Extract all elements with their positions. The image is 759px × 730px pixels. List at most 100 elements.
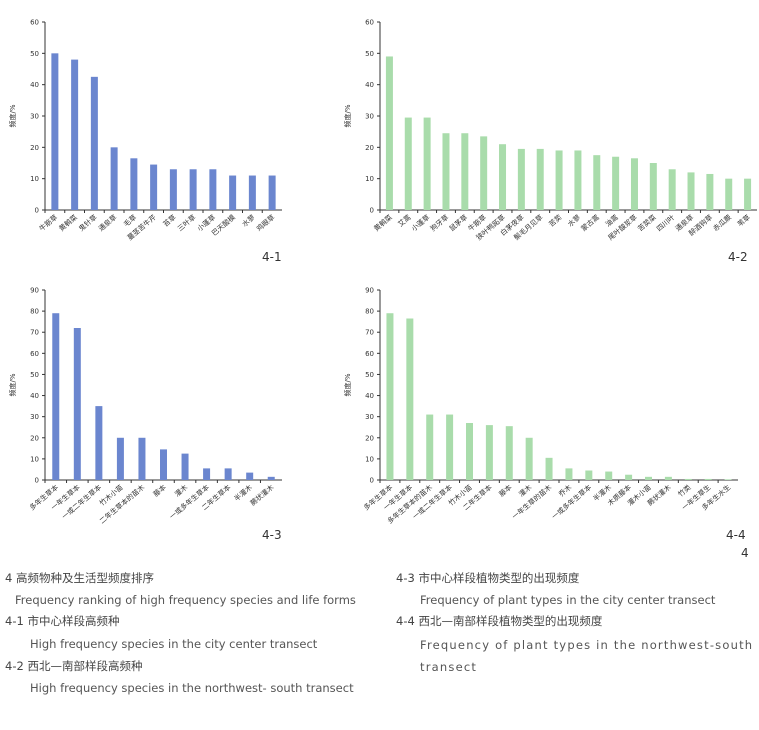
bar [130,158,138,210]
bar [725,178,733,210]
bar [116,437,124,480]
bar [229,175,237,210]
bar [505,426,513,480]
x-tick-label: 蒙古蒿 [579,213,601,233]
bar [664,476,672,480]
y-tick-label: 50 [365,50,374,58]
x-tick-label: 藤本 [497,483,514,499]
chart-4-2: 频度/% 0 10 20 30 40 50 60 黄鹌菜 艾蒿 小蓬草 狗牙草 鼠茅草 牛筋草 狭叶鸭跖草白… [343,0,759,280]
y-tick-label: 40 [365,81,374,89]
bar [485,425,493,480]
bar [138,437,146,480]
x-tick-label: 通泉草 [97,213,119,233]
bar [267,476,275,480]
bar [593,155,601,210]
y-tick-label: 10 [30,455,39,463]
y-tick-label: 0 [35,207,39,215]
bar [744,178,752,210]
caption-4-en: Frequency ranking of high frequency spec… [15,593,356,607]
x-tick-label: 灌木 [173,483,190,499]
x-tick-label: 牛筋草 [37,213,59,233]
y-tick-label: 60 [365,350,374,358]
bar [203,468,211,480]
bar [545,457,553,480]
y-tick-label: 30 [30,113,39,121]
y-tick-label: 30 [365,413,374,421]
y-tick-label: 0 [370,207,374,215]
bar [423,117,431,210]
bar [625,474,633,480]
x-tick-label: 苔草 [161,213,178,229]
bar [461,133,469,210]
bar [426,414,434,480]
bar [574,150,582,210]
caption-4-4-cn: 4-4 西北—南部样段植物类型的出现频度 [396,614,603,628]
bar [612,156,620,210]
x-tick-label: 狗牙草 [428,213,450,233]
bar [209,169,217,210]
panel-label-4-2: 4-2 [728,250,748,264]
caption-4-2-en: High frequency species in the northwest-… [30,681,354,695]
caption-4-1-en: High frequency species in the city cente… [30,637,318,651]
y-tick-label: 20 [365,144,374,152]
bar [248,175,256,210]
x-tick-label: 赤瓜蕨 [711,213,733,233]
bar [446,414,454,480]
x-tick-label: 苦荬菜 [636,213,658,233]
x-tick-label: 乔木 [557,483,574,499]
x-tick-label: 鼠茅草 [447,213,469,233]
x-tick-label: 鬼针草 [77,213,99,233]
chart-4-3-svg: 频度/%0102030405060708090多年生草本一年生草本一或二年生草本… [8,287,282,526]
bar [724,479,732,480]
panel-label-4-4: 4-4 [726,528,746,542]
bar [386,313,394,480]
bar [268,175,276,210]
bar [189,169,197,210]
y-tick-label: 40 [30,81,39,89]
y-tick-label: 70 [30,329,39,337]
bar [406,318,414,480]
chart-4-3: 频度/% 0 10 20 30 40 50 60 70 80 90 多年生草本 一年生草本 一或二年生草本… [0,280,380,545]
y-tick-label: 30 [30,413,39,421]
bar [687,172,695,210]
bar [605,471,613,480]
x-tick-label: 黄鹌菜 [57,213,79,233]
bar [525,437,533,480]
y-axis-label: 频度/% [8,104,17,127]
y-tick-label: 80 [365,308,374,316]
bar [649,163,657,210]
y-tick-label: 90 [365,287,374,295]
y-axis-label: 频度/% [8,373,17,396]
bar [150,164,158,210]
bar [517,148,525,210]
bar [684,478,692,480]
bar [480,136,488,210]
x-tick-label: 蕨状灌木 [248,483,275,508]
bar [585,470,593,480]
bar [404,117,412,210]
x-tick-label: 藤本 [151,483,168,499]
caption-4-cn: 4 高频物种及生活型频度排序 [5,571,154,585]
caption-4-4-en: Frequency of plant types in the northwes… [420,638,754,674]
y-tick-label: 0 [35,477,39,485]
x-tick-label: 鸡眼草 [255,213,277,233]
y-tick-label: 80 [30,308,39,316]
bar [169,169,177,210]
chart-4-4-svg: 频度/%0102030405060708090多年生草本一年生草本多年生草本的苗… [343,287,738,526]
bar [160,449,167,480]
bar [499,144,507,210]
bar [466,423,473,480]
y-tick-label: 40 [365,392,374,400]
panel-label-4-1: 4-1 [262,250,282,264]
x-tick-label: 水蓼 [240,213,257,229]
caption-4-1-cn: 4-1 市中心样段高频种 [5,614,120,628]
y-tick-label: 60 [365,19,374,27]
y-tick-label: 50 [30,50,39,58]
bar [385,56,393,210]
x-tick-label: 苇草 [735,213,752,229]
panel-label-4-3: 4-3 [262,528,282,542]
bar [246,472,254,480]
x-tick-label: 三叶草 [176,213,198,233]
x-tick-label: 竹类 [676,483,693,499]
